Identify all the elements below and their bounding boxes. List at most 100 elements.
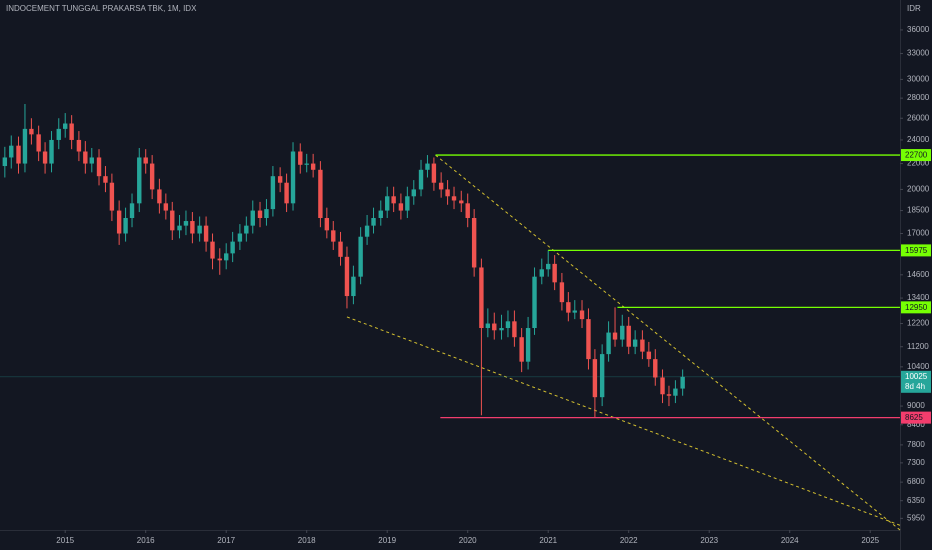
candle-body [378, 210, 383, 219]
y-tick-label: 10400 [907, 362, 930, 371]
candle-body [22, 128, 28, 164]
candle-body [532, 276, 537, 329]
y-tick-label: 12200 [907, 319, 930, 328]
candle-body [310, 163, 316, 170]
candle-body [203, 225, 209, 242]
candle-body [183, 221, 189, 226]
candle-body [499, 328, 504, 331]
candle-body [2, 157, 8, 167]
candle-body [318, 169, 323, 219]
candle-body [431, 163, 437, 183]
x-tick-label: 2023 [700, 536, 718, 545]
candle-body [29, 128, 34, 135]
candle-body [612, 332, 618, 340]
y-tick-label: 20000 [907, 185, 930, 194]
y-tick-label: 30000 [907, 75, 930, 84]
currency-label: IDR [907, 4, 921, 13]
candle-body [163, 203, 169, 211]
candle-body [56, 128, 61, 140]
candle-body [76, 139, 82, 152]
candle-body [371, 218, 376, 226]
candle-body [445, 189, 450, 197]
candle-body [391, 196, 396, 204]
candle-body [512, 321, 517, 338]
candle-body [36, 134, 41, 152]
candle-body [660, 377, 665, 395]
y-tick-label: 13400 [907, 293, 930, 302]
candle-body [344, 256, 350, 297]
candle-body [411, 189, 416, 197]
candle-body [666, 394, 672, 396]
candle-body [552, 263, 557, 283]
y-tick-label: 24000 [907, 135, 930, 144]
level-badge [901, 411, 931, 424]
candle-body [123, 218, 128, 234]
candle-body [586, 319, 591, 360]
candle-body [9, 145, 14, 158]
candle-body [257, 210, 263, 219]
y-tick-label: 6350 [907, 496, 925, 505]
level-label: 8625 [905, 413, 923, 422]
candle-body [364, 225, 370, 237]
candle-body [620, 325, 625, 340]
y-tick-label: 18500 [907, 206, 930, 215]
candle-body [244, 225, 249, 234]
candle-body [210, 241, 215, 259]
last-price-badge [901, 370, 931, 393]
x-tick-label: 2020 [459, 536, 477, 545]
candle-body [170, 210, 175, 231]
y-tick-label: 7300 [907, 458, 925, 467]
candle-body [471, 218, 477, 268]
y-tick-label: 26000 [907, 113, 930, 122]
level-badge [901, 149, 931, 162]
y-tick-label: 33000 [907, 49, 930, 58]
candle-body [646, 351, 652, 360]
x-tick-label: 2019 [378, 536, 396, 545]
candle-body [465, 203, 470, 219]
countdown-label: 8d 4h [905, 382, 925, 391]
level-label: 12950 [905, 303, 928, 312]
candle-body [277, 176, 283, 183]
candle-body [230, 241, 235, 254]
x-tick-label: 2017 [217, 536, 235, 545]
candle-body [546, 263, 551, 270]
candle-body [566, 302, 571, 313]
x-tick-label: 2018 [298, 536, 316, 545]
y-tick-label: 7800 [907, 440, 925, 449]
candle-body [89, 157, 94, 164]
candle-body [224, 253, 229, 261]
candle-body [157, 189, 162, 204]
x-tick-label: 2015 [56, 536, 74, 545]
candle-body [284, 182, 289, 204]
y-tick-label: 28000 [907, 93, 930, 102]
candle-body [673, 388, 678, 396]
candle-body [177, 225, 182, 231]
level-badge [901, 244, 931, 257]
candle-body [351, 276, 356, 297]
candle-body [606, 332, 611, 355]
candle-body [324, 218, 330, 231]
candle-body [137, 157, 142, 204]
candle-body [559, 282, 565, 303]
candle-body [425, 163, 430, 170]
candle-body [579, 310, 585, 320]
candle-body [103, 176, 108, 183]
y-tick-label: 14600 [907, 270, 930, 279]
candle-body [331, 230, 336, 242]
candle-body [217, 258, 222, 261]
y-tick-label: 36000 [907, 25, 930, 34]
candle-body [190, 221, 195, 234]
y-tick-label: 6800 [907, 477, 925, 486]
candle-body [626, 325, 631, 347]
candle-body [290, 151, 296, 204]
y-tick-label: 22000 [907, 159, 930, 168]
y-tick-label: 5950 [907, 513, 925, 522]
candle-body [438, 182, 444, 190]
candle-body [16, 145, 21, 164]
candle-body [632, 339, 638, 347]
y-tick-label: 11200 [907, 342, 929, 351]
candle-body [69, 123, 74, 140]
candle-body [264, 209, 269, 219]
